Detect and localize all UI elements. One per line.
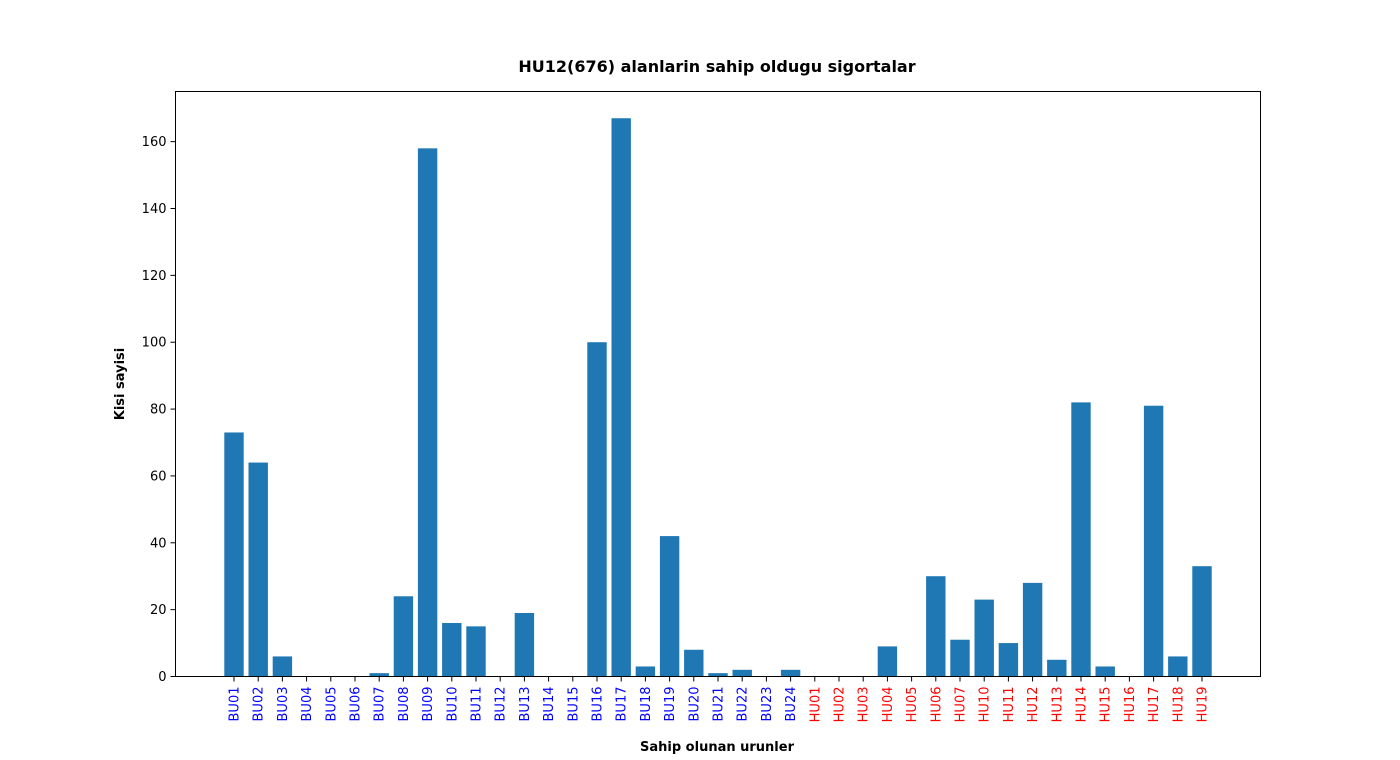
x-axis-label: Sahip olunan urunler bbox=[640, 740, 795, 755]
bar-bu19 bbox=[659, 536, 680, 677]
x-tick-label-bu18: BU18 bbox=[639, 687, 654, 722]
x-tick-label-hu07: HU07 bbox=[954, 687, 969, 723]
x-tick-label-bu15: BU15 bbox=[566, 687, 581, 722]
x-tick-label-bu03: BU03 bbox=[276, 687, 291, 722]
x-tick-label-bu22: BU22 bbox=[736, 687, 751, 722]
bar-bu17 bbox=[611, 118, 631, 677]
bar-bu08 bbox=[393, 596, 414, 677]
bar-hu17 bbox=[1143, 405, 1164, 677]
bar-hu10 bbox=[974, 599, 994, 677]
x-tick-label-bu24: BU24 bbox=[784, 687, 799, 722]
bar-hu15 bbox=[1095, 666, 1115, 677]
bar-hu13 bbox=[1047, 659, 1067, 677]
y-tick-label-40: 40 bbox=[150, 536, 167, 551]
bar-hu11 bbox=[998, 643, 1019, 677]
x-tick-label-bu04: BU04 bbox=[300, 687, 315, 722]
x-tick-label-hu05: HU05 bbox=[905, 687, 920, 723]
x-tick-label-hu13: HU13 bbox=[1050, 687, 1065, 723]
x-tick-label-bu05: BU05 bbox=[324, 687, 339, 722]
x-tick-label-bu14: BU14 bbox=[542, 687, 557, 722]
x-tick-label-hu18: HU18 bbox=[1171, 687, 1186, 723]
y-tick-label-100: 100 bbox=[142, 336, 167, 351]
x-tick-label-bu08: BU08 bbox=[397, 687, 412, 722]
bar-bu03 bbox=[272, 656, 293, 677]
bar-bu11 bbox=[466, 626, 486, 677]
bar-hu04 bbox=[877, 646, 898, 677]
x-tick-label-hu11: HU11 bbox=[1002, 687, 1017, 723]
x-tick-label-bu16: BU16 bbox=[591, 687, 606, 722]
bar-bu10 bbox=[442, 623, 462, 677]
y-tick-label-20: 20 bbox=[150, 603, 167, 618]
x-tick-label-hu06: HU06 bbox=[929, 687, 944, 723]
bar-hu19 bbox=[1192, 566, 1212, 677]
bar-hu14 bbox=[1071, 402, 1091, 677]
y-tick-label-0: 0 bbox=[158, 670, 166, 685]
x-tick-label-bu11: BU11 bbox=[470, 687, 485, 722]
y-tick-label-120: 120 bbox=[142, 269, 167, 284]
bar-bu22 bbox=[732, 669, 752, 677]
bar-bu02 bbox=[248, 462, 268, 677]
x-tick-label-bu02: BU02 bbox=[252, 687, 267, 722]
x-tick-label-bu23: BU23 bbox=[760, 687, 775, 722]
x-axis-ticks: BU01 BU02 BU03 BU04 BU05 BU06 BU07 BU08 BU09 BU10… bbox=[228, 676, 1211, 723]
bar-bu13 bbox=[514, 612, 535, 677]
x-tick-label-bu21: BU21 bbox=[712, 687, 727, 722]
bar-hu06 bbox=[926, 576, 946, 677]
y-axis-label: Kisi sayisi bbox=[113, 348, 128, 420]
bar-hu07 bbox=[950, 639, 970, 677]
plot-frame bbox=[175, 91, 1261, 677]
x-tick-label-bu17: BU17 bbox=[615, 687, 630, 722]
x-tick-label-bu20: BU20 bbox=[687, 687, 702, 722]
bar-bu20 bbox=[684, 649, 704, 677]
x-tick-label-bu12: BU12 bbox=[494, 687, 509, 722]
x-tick-label-bu06: BU06 bbox=[349, 687, 364, 722]
x-tick-label-hu04: HU04 bbox=[881, 687, 896, 723]
chart-title: HU12(676) alanlarin sahip oldugu sigorta… bbox=[518, 57, 915, 76]
y-tick-label-140: 140 bbox=[142, 202, 167, 217]
x-tick-label-hu12: HU12 bbox=[1026, 687, 1041, 723]
x-tick-label-hu17: HU17 bbox=[1147, 687, 1162, 723]
bar-bu09 bbox=[417, 148, 438, 677]
bar-bu07 bbox=[369, 673, 389, 677]
y-tick-label-60: 60 bbox=[150, 469, 167, 484]
x-tick-label-hu16: HU16 bbox=[1123, 687, 1138, 723]
y-tick-label-80: 80 bbox=[150, 403, 167, 418]
x-tick-label-bu19: BU19 bbox=[663, 687, 678, 722]
x-tick-label-bu09: BU09 bbox=[421, 687, 436, 722]
bars-group bbox=[224, 118, 1212, 677]
x-tick-label-bu07: BU07 bbox=[373, 687, 388, 722]
bar-bu24 bbox=[780, 669, 801, 677]
x-tick-label-bu01: BU01 bbox=[228, 687, 243, 722]
x-tick-label-hu02: HU02 bbox=[833, 687, 848, 723]
x-tick-label-hu19: HU19 bbox=[1196, 687, 1211, 723]
x-tick-label-hu10: HU10 bbox=[978, 687, 993, 723]
bar-hu12 bbox=[1022, 582, 1043, 677]
bar-bu01 bbox=[224, 432, 244, 677]
x-tick-label-bu10: BU10 bbox=[445, 687, 460, 722]
x-tick-label-bu13: BU13 bbox=[518, 687, 533, 722]
y-axis-ticks: 0 20 40 60 80 100 120 140 160 bbox=[142, 135, 176, 685]
bar-hu18 bbox=[1168, 656, 1188, 677]
bar-bu16 bbox=[587, 342, 607, 677]
bar-bu18 bbox=[635, 666, 656, 677]
y-tick-label-160: 160 bbox=[142, 135, 167, 150]
x-tick-label-hu14: HU14 bbox=[1075, 687, 1090, 723]
x-tick-label-hu03: HU03 bbox=[857, 687, 872, 723]
x-tick-label-hu01: HU01 bbox=[808, 687, 823, 723]
x-tick-label-hu15: HU15 bbox=[1099, 687, 1114, 723]
bar-bu21 bbox=[708, 673, 728, 677]
